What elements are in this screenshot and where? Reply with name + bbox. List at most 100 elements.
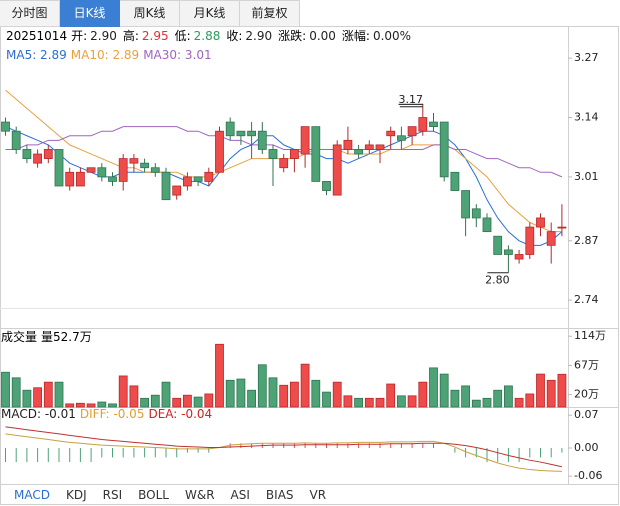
indicator-tab[interactable]: ASI <box>230 488 250 502</box>
volume-bar <box>22 389 32 408</box>
y-tick-label: 114万 <box>574 329 606 342</box>
indicator-tabs: MACD KDJ RSI BOLL W&R ASI BIAS VR <box>14 486 342 504</box>
volume-bar <box>11 377 21 408</box>
candle-body <box>161 171 171 201</box>
indicator-tab[interactable]: VR <box>309 488 327 502</box>
period-tab[interactable]: 前复权 <box>240 0 300 27</box>
volume-bar <box>354 397 364 408</box>
candle-body <box>354 149 364 155</box>
candle-body <box>43 149 53 159</box>
volume-bar <box>525 393 535 408</box>
volume-bar <box>493 389 503 408</box>
volume-bar <box>364 397 374 408</box>
info-value: 2.90 <box>90 29 117 43</box>
y-tick-label: 20万 <box>574 388 599 401</box>
indicator-tab[interactable]: BIAS <box>265 488 294 502</box>
volume-bar <box>386 383 396 408</box>
volume-bar <box>97 401 107 408</box>
candle-body <box>54 149 64 187</box>
info-label: 涨跌: <box>278 29 307 43</box>
candle-body <box>546 231 556 246</box>
period-tab[interactable]: 分时图 <box>0 0 60 27</box>
candle-body <box>33 153 42 164</box>
volume-bar <box>429 367 438 408</box>
candle-body <box>76 171 85 187</box>
candle-body <box>322 181 331 191</box>
volume-bar <box>150 394 160 408</box>
indicator-tab[interactable]: BOLL <box>138 488 169 502</box>
volume-bar <box>108 403 117 408</box>
indicator-tab[interactable]: RSI <box>102 488 123 502</box>
candle-body <box>140 162 150 169</box>
volume-bar <box>1 371 10 408</box>
ma-legend-entry: MA10: 2.89 <box>70 48 140 62</box>
candle-body <box>407 126 417 137</box>
ma-legend-entry: MA5: 2.89 <box>6 48 67 62</box>
y-tick-label: 3.27 <box>574 51 599 64</box>
volume-bar <box>322 391 331 408</box>
indicator-tab[interactable]: W&R <box>184 488 215 502</box>
volume-bar <box>482 397 492 408</box>
candle-body <box>22 149 32 159</box>
y-tick-label: 67万 <box>574 358 599 371</box>
y-tick-label: 2.87 <box>574 234 599 247</box>
macd-legend: MACD: -0.01 DIFF: -0.05 DEA: -0.04 <box>1 407 216 421</box>
macd-legend-entry: DIFF: -0.05 <box>79 407 145 421</box>
period-tab[interactable]: 日K线 <box>60 0 120 27</box>
volume-bar <box>311 379 321 408</box>
candle-body <box>343 139 353 150</box>
volume-title: 成交量 量52.7万 <box>1 328 96 345</box>
ma-legend-entry: MA30: 3.01 <box>143 48 212 62</box>
volume-bar <box>375 397 385 408</box>
y-tick-label: -0.06 <box>574 469 602 482</box>
volume-bar <box>225 379 235 408</box>
candle-body <box>118 158 128 182</box>
candle-body <box>311 126 321 182</box>
volume-bar <box>43 381 53 408</box>
candle-body <box>11 130 21 150</box>
info-value: 2.90 <box>245 29 273 43</box>
volume-bar <box>514 397 524 408</box>
ma-line <box>5 126 563 178</box>
quote-info: 20251014 开: 2.90 高: 2.95 低: 2.88 收: 2.90 涨跌: 0.00 涨… <box>6 28 417 44</box>
candle-body <box>386 130 396 137</box>
candle-body <box>193 176 203 182</box>
volume-bar <box>289 381 299 408</box>
macd-legend-entry: DEA: -0.04 <box>148 407 213 421</box>
candle-body <box>439 121 449 178</box>
volume-bar <box>439 373 449 408</box>
info-value: 2.88 <box>193 29 221 43</box>
volume-bar <box>407 395 417 408</box>
info-label: 高: <box>122 29 139 43</box>
volume-bar <box>172 397 182 408</box>
volume-bar <box>536 373 545 408</box>
candle-body <box>225 121 235 137</box>
high-mark-label: 3.17 <box>399 93 424 106</box>
candle-body <box>364 144 374 150</box>
low-mark-label: 2.80 <box>485 274 510 287</box>
y-tick-label: 3.01 <box>574 170 599 183</box>
volume-bar <box>450 389 460 408</box>
candle-body <box>332 144 342 196</box>
frame <box>0 26 619 505</box>
candle-body <box>461 190 471 219</box>
candle-body <box>97 167 107 178</box>
volume-bar <box>182 394 192 408</box>
ma-legend: MA5: 2.89 MA10: 2.89 MA30: 3.01 <box>6 47 216 63</box>
candle-body <box>182 176 192 187</box>
info-value: 0.00% <box>372 29 412 43</box>
indicator-tab[interactable]: MACD <box>14 488 50 502</box>
candle-body <box>65 171 75 187</box>
info-value: 2.95 <box>141 29 169 43</box>
period-tab[interactable]: 周K线 <box>120 0 180 27</box>
volume-bar <box>118 375 128 408</box>
period-tab[interactable]: 月K线 <box>180 0 240 27</box>
diff-line <box>5 433 562 472</box>
dea-line <box>5 426 563 468</box>
indicator-tab[interactable]: KDJ <box>65 488 87 502</box>
info-label: 涨幅: <box>341 29 370 43</box>
candle-body <box>514 254 524 260</box>
info-label: 低: <box>174 29 191 43</box>
volume-bar <box>65 403 75 408</box>
